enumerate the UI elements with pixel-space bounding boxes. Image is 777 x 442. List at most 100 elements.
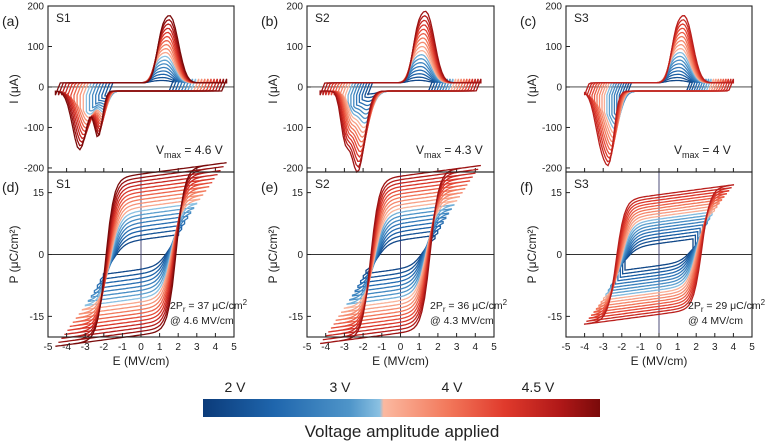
y-tick-label: 100 (545, 42, 562, 53)
x-tick-label: 1 (675, 342, 681, 353)
x-tick-label: -5 (44, 342, 53, 353)
y-tick-label: 15 (33, 188, 45, 199)
pe-loop-7 (349, 208, 452, 301)
pe-loop-11 (338, 191, 463, 318)
pe-loop-14 (593, 195, 725, 314)
sample-label: S2 (315, 177, 330, 191)
pe-loop-8 (84, 202, 198, 307)
field-annotation: @ 4.6 MV/cm (170, 315, 234, 327)
sample-label: S3 (574, 177, 589, 191)
x-tick-label: 3 (194, 342, 200, 353)
x-tick-label: -4 (321, 342, 330, 353)
sample-label: S3 (574, 11, 589, 25)
x-tick-label: -2 (359, 342, 368, 353)
x-tick-label: -5 (562, 342, 571, 353)
field-annotation: @ 4.3 MV/cm (430, 315, 494, 327)
pe-loop-12 (335, 187, 466, 322)
pe-loop-18 (55, 162, 227, 347)
pe-loop-5 (354, 216, 447, 293)
pe-loop-3 (359, 225, 442, 284)
pe-loop-2 (621, 234, 697, 275)
x-tick-label: -1 (636, 342, 645, 353)
colorbar-title: Voltage amplitude applied (305, 422, 500, 441)
pe-loop-13 (333, 184, 468, 325)
x-tick-label: 2 (435, 342, 441, 353)
y-tick-label: -100 (283, 123, 303, 134)
y-axis-label: I (μA) (266, 74, 280, 104)
x-tick-label: -2 (99, 342, 108, 353)
pe-loop-16 (61, 169, 221, 340)
x-tick-label: -4 (62, 342, 71, 353)
pe-loop-4 (617, 227, 701, 282)
pr-annotation: 2Pr = 37 μC/cm2 (170, 298, 248, 314)
x-tick-label: 5 (749, 342, 755, 353)
pe-loop-8 (346, 204, 455, 305)
pe-loop-17 (586, 186, 732, 323)
pe-loops (583, 184, 735, 325)
pe-loop-14 (67, 177, 215, 332)
x-tick-label: 3 (454, 342, 460, 353)
vmax-annotation: Vmax = 4.6 V (156, 143, 223, 160)
x-tick-label: 2 (175, 342, 181, 353)
y-tick-label: 200 (27, 2, 44, 13)
pe-loop-5 (93, 215, 189, 294)
y-axis-label: P (μC/cm²) (525, 225, 539, 283)
panel-e: 15 0 -15 -5 -4 -3 -2 -1 0 1 2 3 4 5 P (μC/cm²) E (MV/cm… (261, 164, 508, 368)
sample-label: S1 (56, 177, 71, 191)
x-tick-label: 4 (473, 342, 479, 353)
sample-label: S1 (56, 11, 71, 25)
pe-loop-4 (357, 220, 444, 289)
colorbar-tick-4-5v: 4.5 V (522, 379, 555, 395)
iv-loops (319, 10, 482, 174)
x-tick-label: -3 (599, 342, 608, 353)
pe-loop-12 (72, 185, 210, 324)
x-tick-label: -5 (303, 342, 312, 353)
x-tick-label: 0 (656, 342, 662, 353)
iv-loop-18 (583, 15, 735, 167)
pe-loop-3 (619, 230, 699, 279)
y-tick-label: -100 (24, 123, 44, 134)
x-tick-label: 0 (398, 342, 404, 353)
y-tick-label: -100 (542, 123, 562, 134)
y-tick-label: 15 (292, 188, 304, 199)
pe-loop-5 (614, 224, 704, 285)
colorbar-tick-4v: 4 V (441, 379, 463, 395)
y-tick-label: 0 (556, 82, 562, 93)
pe-loop-7 (87, 206, 195, 303)
x-axis-label: E (MV/cm) (631, 354, 688, 368)
y-tick-label: 200 (545, 2, 562, 13)
y-axis-label: I (μA) (7, 74, 21, 104)
field-annotation: @ 4 MV/cm (688, 315, 743, 327)
iv-loop-4 (618, 70, 700, 108)
x-tick-label: 1 (157, 342, 163, 353)
x-axis-label: E (MV/cm) (372, 354, 429, 368)
iv-loop-18 (54, 15, 228, 151)
x-tick-label: -3 (81, 342, 90, 353)
pe-loop-13 (69, 181, 213, 328)
panel-b: 200 100 0 -100 -200 I (μA) (b) S2 Vmax = 4.3 V (261, 2, 495, 174)
pe-loop-11 (600, 205, 718, 304)
y-tick-label: 0 (297, 250, 303, 261)
panel-c: 200 100 0 -100 -200 I (μA) (c) S3 Vmax = 4 V (520, 2, 753, 174)
pe-loop-17 (58, 165, 224, 344)
iv-loop-18 (319, 10, 482, 174)
y-tick-label: 0 (38, 250, 44, 261)
panel-label: (e) (261, 179, 278, 195)
pe-loop-15 (64, 173, 218, 336)
sample-label: S2 (315, 11, 330, 25)
x-axis-label: E (MV/cm) (113, 354, 170, 368)
x-tick-label: -2 (617, 342, 626, 353)
x-tick-label: -3 (340, 342, 349, 353)
panel-label: (a) (2, 13, 19, 29)
pe-loop-9 (343, 199, 458, 310)
y-tick-label: 200 (286, 2, 303, 13)
y-tick-label: -200 (283, 163, 303, 174)
y-tick-label: 0 (556, 250, 562, 261)
pe-loop-15 (328, 176, 473, 333)
x-tick-label: 4 (731, 342, 737, 353)
y-tick-label: 15 (551, 188, 563, 199)
y-tick-label: -15 (548, 312, 563, 323)
pe-loop-6 (90, 211, 192, 298)
x-tick-label: -4 (580, 342, 589, 353)
x-tick-label: -1 (377, 342, 386, 353)
